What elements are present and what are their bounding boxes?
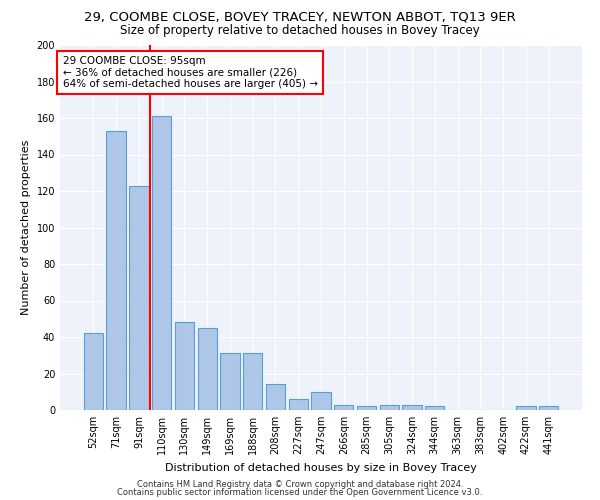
Bar: [129, 186, 149, 410]
Bar: [425, 406, 445, 410]
Y-axis label: Number of detached properties: Number of detached properties: [21, 140, 31, 315]
Bar: [311, 392, 331, 410]
Bar: [175, 322, 194, 410]
Bar: [106, 131, 126, 410]
Text: 29 COOMBE CLOSE: 95sqm
← 36% of detached houses are smaller (226)
64% of semi-de: 29 COOMBE CLOSE: 95sqm ← 36% of detached…: [62, 56, 317, 89]
X-axis label: Distribution of detached houses by size in Bovey Tracey: Distribution of detached houses by size …: [165, 462, 477, 472]
Bar: [516, 406, 536, 410]
Bar: [84, 334, 103, 410]
Bar: [152, 116, 172, 410]
Bar: [197, 328, 217, 410]
Bar: [403, 404, 422, 410]
Bar: [243, 354, 262, 410]
Text: Contains public sector information licensed under the Open Government Licence v3: Contains public sector information licen…: [118, 488, 482, 497]
Text: 29, COOMBE CLOSE, BOVEY TRACEY, NEWTON ABBOT, TQ13 9ER: 29, COOMBE CLOSE, BOVEY TRACEY, NEWTON A…: [84, 11, 516, 24]
Bar: [357, 406, 376, 410]
Bar: [380, 404, 399, 410]
Bar: [220, 354, 239, 410]
Bar: [289, 399, 308, 410]
Bar: [266, 384, 285, 410]
Text: Contains HM Land Registry data © Crown copyright and database right 2024.: Contains HM Land Registry data © Crown c…: [137, 480, 463, 489]
Bar: [539, 406, 558, 410]
Bar: [334, 404, 353, 410]
Text: Size of property relative to detached houses in Bovey Tracey: Size of property relative to detached ho…: [120, 24, 480, 37]
